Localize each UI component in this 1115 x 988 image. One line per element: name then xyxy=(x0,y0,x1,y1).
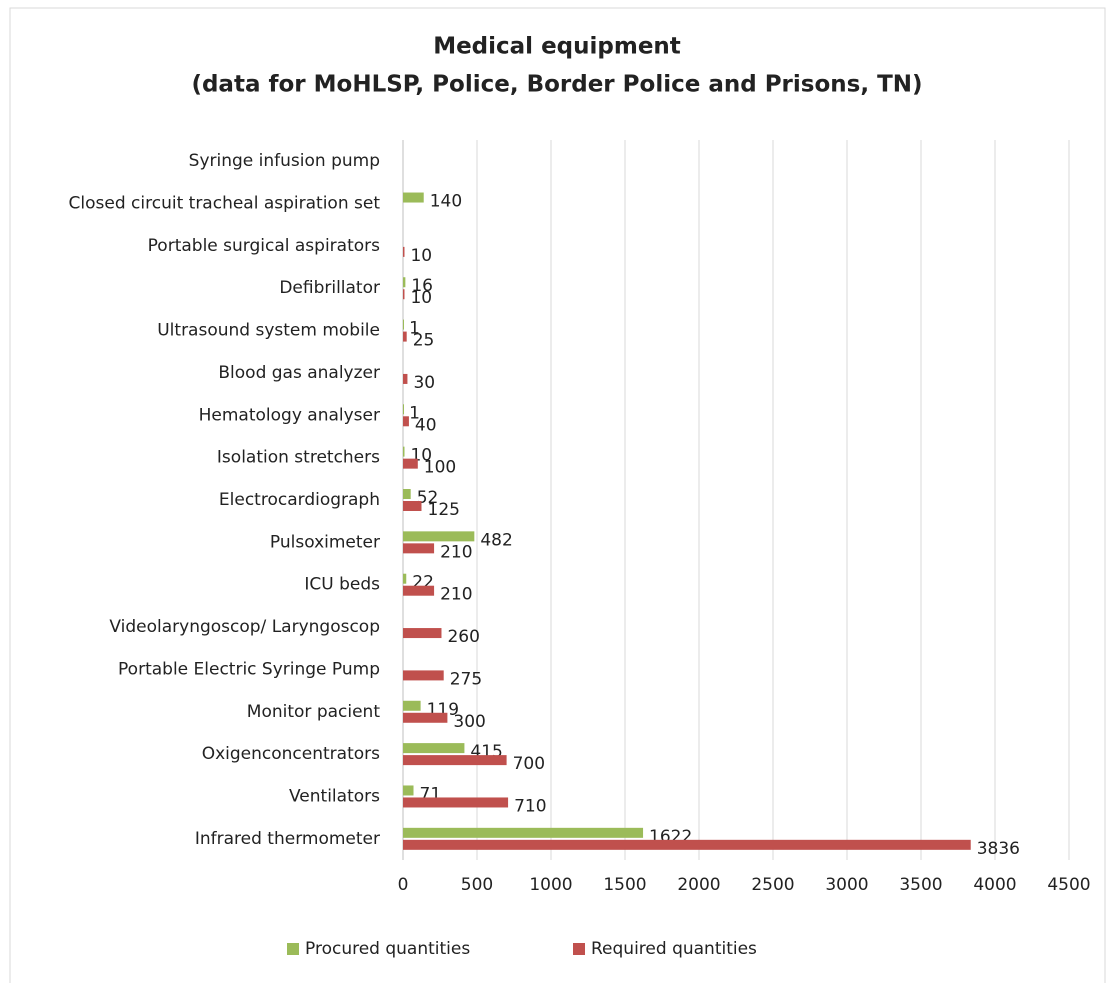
bar xyxy=(403,446,405,457)
x-tick-label: 1500 xyxy=(603,875,646,895)
x-tick-label: 2500 xyxy=(751,875,794,895)
y-tick-label: Closed circuit tracheal aspiration set xyxy=(69,194,381,214)
bar xyxy=(403,458,418,469)
value-label: 25 xyxy=(413,331,435,351)
bar xyxy=(403,501,422,511)
bar xyxy=(403,246,405,257)
bar xyxy=(403,277,406,288)
value-label: 210 xyxy=(440,542,472,562)
bar xyxy=(403,331,407,342)
x-tick-label: 1000 xyxy=(529,875,572,895)
bar xyxy=(403,670,444,681)
value-label: 52 xyxy=(417,488,439,508)
value-label: 1 xyxy=(409,403,420,423)
x-tick-label: 2000 xyxy=(677,875,720,895)
y-tick-label: Ventilators xyxy=(289,786,380,806)
legend-label: Procured quantities xyxy=(305,939,470,959)
x-tick-label: 0 xyxy=(398,875,409,895)
bar xyxy=(403,573,407,584)
y-tick-label: Monitor pacient xyxy=(247,702,381,722)
bar xyxy=(403,785,414,796)
bar xyxy=(403,700,421,711)
value-label: 275 xyxy=(450,669,482,689)
legend-swatch xyxy=(573,943,585,955)
value-label: 10 xyxy=(410,288,432,308)
bar xyxy=(403,585,435,596)
y-tick-label: Ultrasound system mobile xyxy=(157,321,380,341)
bar xyxy=(403,755,507,766)
bar xyxy=(403,489,411,499)
value-label: 710 xyxy=(514,796,546,816)
value-label: 700 xyxy=(513,754,545,774)
bar xyxy=(403,628,442,639)
bar xyxy=(403,743,465,754)
bar xyxy=(403,319,404,330)
y-tick-label: Videolaryngoscop/ Laryngoscop xyxy=(109,617,380,637)
bar xyxy=(403,827,644,838)
y-tick-label: Portable surgical aspirators xyxy=(148,236,380,256)
chart-border xyxy=(9,7,1106,988)
bar xyxy=(403,404,404,415)
chart-subtitle: (data for MoHLSP, Police, Border Police … xyxy=(191,72,922,98)
chart-title: Medical equipment xyxy=(433,34,681,60)
y-tick-label: Isolation stretchers xyxy=(217,448,380,468)
value-label: 100 xyxy=(424,458,456,478)
x-tick-label: 4500 xyxy=(1047,875,1090,895)
bar xyxy=(403,839,971,850)
value-label: 260 xyxy=(447,627,479,647)
bar xyxy=(403,797,509,808)
bar xyxy=(403,289,405,300)
value-label: 30 xyxy=(413,373,435,393)
y-tick-label: Defibrillator xyxy=(279,278,380,298)
y-tick-label: ICU beds xyxy=(304,575,380,595)
y-tick-label: Pulsoximeter xyxy=(270,532,380,552)
y-tick-label: Electrocardiograph xyxy=(219,490,380,510)
y-tick-label: Hematology analyser xyxy=(199,405,380,425)
value-label: 10 xyxy=(410,246,432,266)
y-tick-label: Syringe infusion pump xyxy=(189,151,380,171)
value-label: 140 xyxy=(430,192,462,212)
bar xyxy=(403,373,408,384)
x-tick-label: 3000 xyxy=(825,875,868,895)
x-tick-label: 500 xyxy=(461,875,493,895)
legend-label: Required quantities xyxy=(591,939,757,959)
y-tick-label: Portable Electric Syringe Pump xyxy=(118,659,380,679)
value-label: 16 xyxy=(411,276,433,296)
bar xyxy=(403,192,424,203)
y-tick-label: Oxigenconcentrators xyxy=(202,744,380,764)
x-tick-label: 3500 xyxy=(899,875,942,895)
value-label: 40 xyxy=(415,415,437,435)
y-tick-label: Blood gas analyzer xyxy=(218,363,380,383)
legend-swatch xyxy=(287,943,299,955)
y-tick-label: Infrared thermometer xyxy=(195,829,380,849)
bar xyxy=(403,531,475,542)
x-tick-label: 4000 xyxy=(973,875,1016,895)
value-label: 125 xyxy=(428,500,460,520)
value-label: 3836 xyxy=(977,839,1020,859)
value-label: 482 xyxy=(480,530,512,550)
value-label: 210 xyxy=(440,585,472,605)
value-label: 300 xyxy=(453,712,485,732)
value-label: 1 xyxy=(409,319,420,339)
bar xyxy=(403,543,435,554)
bar xyxy=(403,712,448,723)
bar xyxy=(403,416,409,427)
